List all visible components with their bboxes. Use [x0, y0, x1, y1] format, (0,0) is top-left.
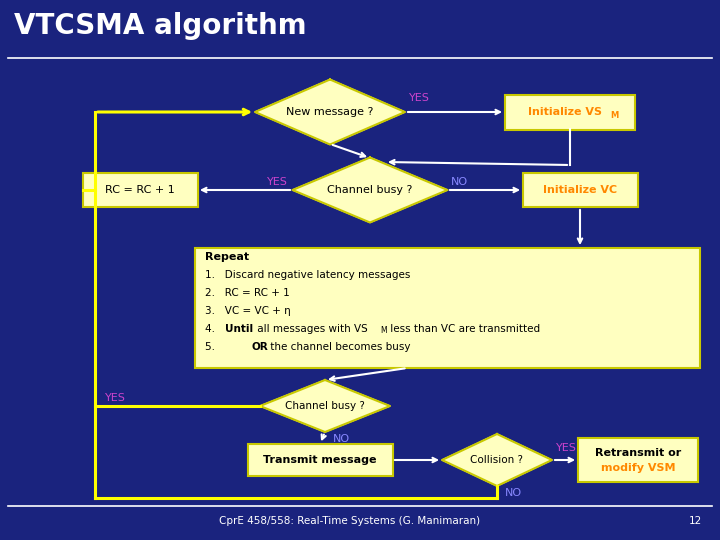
Text: YES: YES	[409, 93, 430, 103]
Polygon shape	[442, 434, 552, 486]
Text: Transmit message: Transmit message	[264, 455, 377, 465]
Text: 2.   RC = RC + 1: 2. RC = RC + 1	[205, 288, 289, 298]
Text: YES: YES	[267, 177, 288, 187]
Text: 5.: 5.	[205, 342, 248, 352]
Text: OR: OR	[251, 342, 268, 352]
FancyBboxPatch shape	[523, 173, 637, 207]
Polygon shape	[255, 79, 405, 145]
Text: the channel becomes busy: the channel becomes busy	[267, 342, 410, 352]
Text: CprE 458/558: Real-Time Systems (G. Manimaran): CprE 458/558: Real-Time Systems (G. Mani…	[220, 516, 480, 526]
FancyBboxPatch shape	[505, 94, 635, 130]
Text: Retransmit or: Retransmit or	[595, 448, 681, 458]
FancyBboxPatch shape	[195, 248, 700, 368]
FancyBboxPatch shape	[578, 438, 698, 482]
Text: NO: NO	[505, 488, 522, 498]
Text: M: M	[610, 111, 618, 119]
Text: NO: NO	[333, 434, 350, 444]
Text: Channel busy ?: Channel busy ?	[285, 401, 365, 411]
Text: YES: YES	[105, 393, 126, 403]
Text: M: M	[380, 326, 387, 335]
Text: New message ?: New message ?	[287, 107, 374, 117]
Text: modify VSM: modify VSM	[600, 463, 675, 473]
Text: YES: YES	[556, 443, 577, 453]
Text: 4.: 4.	[205, 324, 225, 334]
Text: Collision ?: Collision ?	[470, 455, 523, 465]
Text: Channel busy ?: Channel busy ?	[328, 185, 413, 195]
Text: Initialize VS: Initialize VS	[528, 107, 602, 117]
Text: all messages with VS: all messages with VS	[254, 324, 368, 334]
Text: Repeat: Repeat	[205, 252, 249, 262]
Text: 12: 12	[688, 516, 701, 526]
Text: 1.   Discard negative latency messages: 1. Discard negative latency messages	[205, 270, 410, 280]
Polygon shape	[292, 158, 448, 222]
Text: Until: Until	[225, 324, 253, 334]
Text: less than VC are transmitted: less than VC are transmitted	[387, 324, 540, 334]
FancyBboxPatch shape	[83, 173, 197, 207]
Text: NO: NO	[451, 177, 468, 187]
FancyBboxPatch shape	[248, 444, 392, 476]
Text: RC = RC + 1: RC = RC + 1	[105, 185, 175, 195]
Text: Initialize VC: Initialize VC	[543, 185, 617, 195]
Polygon shape	[260, 380, 390, 432]
Text: VTCSMA algorithm: VTCSMA algorithm	[14, 12, 307, 40]
Text: 3.   VC = VC + η: 3. VC = VC + η	[205, 306, 291, 316]
